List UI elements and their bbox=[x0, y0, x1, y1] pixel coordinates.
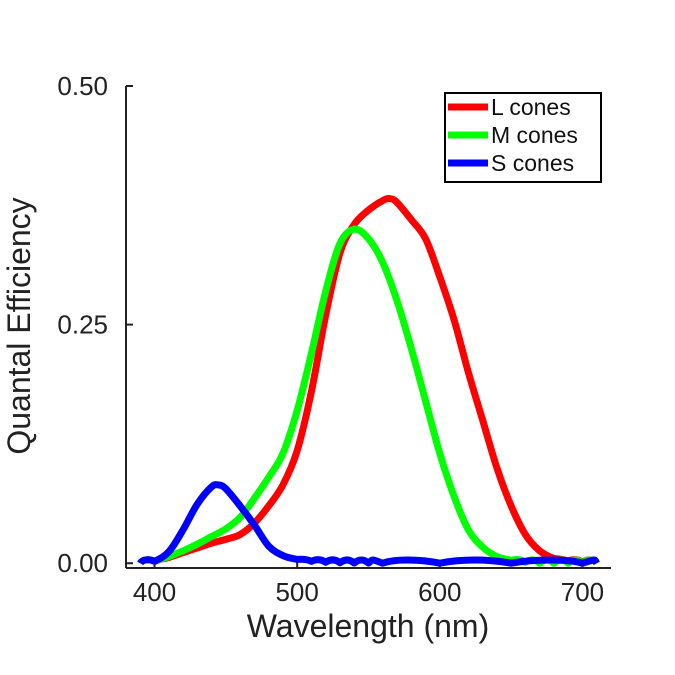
y-ticks: 0.00 0.25 0.50 bbox=[57, 71, 133, 578]
x-tick-label: 600 bbox=[418, 577, 461, 607]
x-ticks: 400 500 600 700 bbox=[133, 561, 604, 607]
series-group bbox=[137, 195, 600, 567]
legend: L cones M cones S cones bbox=[444, 92, 602, 183]
series-line-l-cones bbox=[137, 195, 600, 566]
y-tick-label: 0.25 bbox=[57, 310, 108, 340]
x-tick-label: 400 bbox=[133, 577, 176, 607]
series-line-s-cones bbox=[137, 481, 600, 567]
legend-label-l-cones: L cones bbox=[491, 94, 571, 120]
y-axis-title: Quantal Efficiency bbox=[1, 197, 37, 454]
series-line-m-cones bbox=[137, 225, 600, 567]
x-tick-label: 500 bbox=[275, 577, 318, 607]
legend-label-s-cones: S cones bbox=[491, 150, 574, 176]
y-tick-label: 0.50 bbox=[57, 71, 108, 101]
legend-label-m-cones: M cones bbox=[491, 122, 578, 148]
y-tick-label: 0.00 bbox=[57, 548, 108, 578]
x-tick-label: 700 bbox=[561, 577, 604, 607]
x-axis-title: Wavelength (nm) bbox=[247, 608, 489, 644]
axes bbox=[125, 86, 611, 569]
